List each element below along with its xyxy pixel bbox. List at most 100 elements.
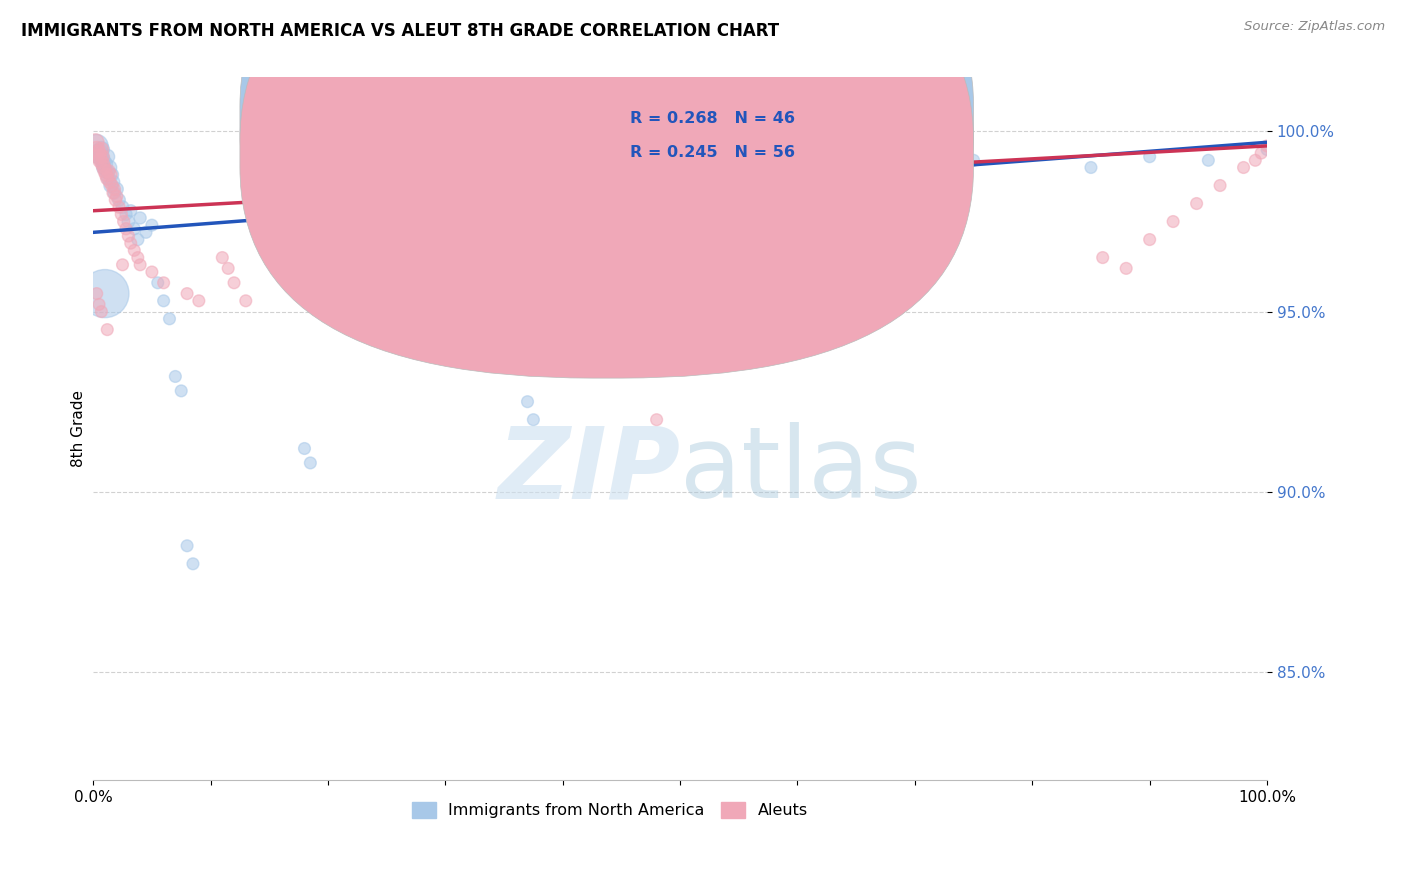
Point: [86, 139, 108, 153]
Point: [87, 297, 110, 311]
Point: [375, 334, 398, 348]
Point: [94, 286, 117, 301]
Point: [94, 164, 117, 178]
Point: [108, 200, 131, 214]
Point: [217, 261, 239, 276]
Point: [101, 186, 124, 200]
Point: [87, 146, 110, 161]
Y-axis label: 8th Grade: 8th Grade: [72, 390, 86, 467]
Text: ZIP: ZIP: [498, 422, 681, 519]
Point: [1161, 214, 1184, 228]
Point: [101, 178, 124, 193]
Point: [91, 153, 114, 168]
Point: [962, 153, 984, 168]
Point: [159, 311, 181, 326]
Text: IMMIGRANTS FROM NORTH AMERICA VS ALEUT 8TH GRADE CORRELATION CHART: IMMIGRANTS FROM NORTH AMERICA VS ALEUT 8…: [21, 22, 779, 40]
Point: [141, 218, 163, 232]
Point: [90, 143, 112, 157]
Point: [235, 293, 257, 308]
Point: [1080, 161, 1102, 175]
Point: [90, 304, 112, 318]
Point: [211, 251, 233, 265]
Point: [516, 394, 538, 409]
Text: atlas: atlas: [681, 422, 922, 519]
Point: [90, 143, 112, 157]
Point: [105, 189, 128, 203]
Point: [87, 146, 110, 161]
Point: [103, 182, 125, 196]
Point: [1232, 161, 1254, 175]
Point: [94, 168, 117, 182]
Point: [96, 323, 118, 337]
Point: [904, 143, 927, 157]
Point: [110, 207, 132, 221]
Point: [176, 286, 198, 301]
Point: [1185, 196, 1208, 211]
Point: [845, 161, 868, 175]
Point: [98, 161, 121, 175]
Point: [112, 214, 135, 228]
Point: [222, 276, 245, 290]
Point: [111, 258, 134, 272]
Point: [1244, 153, 1267, 168]
Point: [170, 384, 193, 398]
Text: Source: ZipAtlas.com: Source: ZipAtlas.com: [1244, 20, 1385, 33]
Point: [87, 150, 110, 164]
Point: [84, 136, 107, 150]
Point: [89, 150, 111, 164]
Point: [96, 150, 118, 164]
Point: [97, 164, 120, 178]
Point: [1139, 150, 1161, 164]
Point: [127, 233, 149, 247]
Point: [176, 539, 198, 553]
Point: [100, 178, 122, 193]
Point: [1197, 153, 1219, 168]
Text: R = 0.268   N = 46: R = 0.268 N = 46: [630, 111, 794, 126]
Point: [146, 276, 169, 290]
Point: [89, 153, 111, 168]
Point: [122, 221, 145, 235]
Point: [1139, 233, 1161, 247]
Point: [103, 186, 125, 200]
Point: [105, 182, 128, 196]
Point: [104, 193, 127, 207]
Point: [122, 244, 145, 258]
Point: [181, 557, 204, 571]
Point: [522, 413, 544, 427]
Point: [97, 171, 120, 186]
Point: [115, 221, 138, 235]
Point: [108, 193, 131, 207]
Point: [165, 369, 187, 384]
Point: [101, 175, 124, 189]
Point: [927, 150, 949, 164]
Point: [117, 214, 139, 228]
Point: [129, 211, 152, 225]
Point: [86, 143, 108, 157]
Point: [100, 168, 122, 182]
Point: [91, 157, 114, 171]
Point: [117, 229, 139, 244]
Legend: Immigrants from North America, Aleuts: Immigrants from North America, Aleuts: [405, 796, 814, 825]
Point: [111, 200, 134, 214]
Point: [98, 175, 121, 189]
Point: [120, 236, 142, 251]
Point: [101, 168, 124, 182]
Point: [120, 203, 142, 218]
Point: [299, 456, 322, 470]
Point: [93, 161, 115, 175]
Point: [1256, 139, 1278, 153]
Point: [135, 225, 157, 239]
Point: [127, 251, 149, 265]
Text: R = 0.245   N = 56: R = 0.245 N = 56: [630, 145, 794, 160]
Point: [94, 157, 117, 171]
Point: [904, 157, 927, 171]
FancyBboxPatch shape: [240, 0, 973, 378]
Point: [129, 258, 152, 272]
Point: [950, 157, 973, 171]
Point: [93, 161, 115, 175]
Point: [1250, 146, 1272, 161]
Point: [1256, 143, 1278, 157]
Point: [115, 207, 138, 221]
Point: [94, 164, 117, 178]
Point: [187, 293, 209, 308]
